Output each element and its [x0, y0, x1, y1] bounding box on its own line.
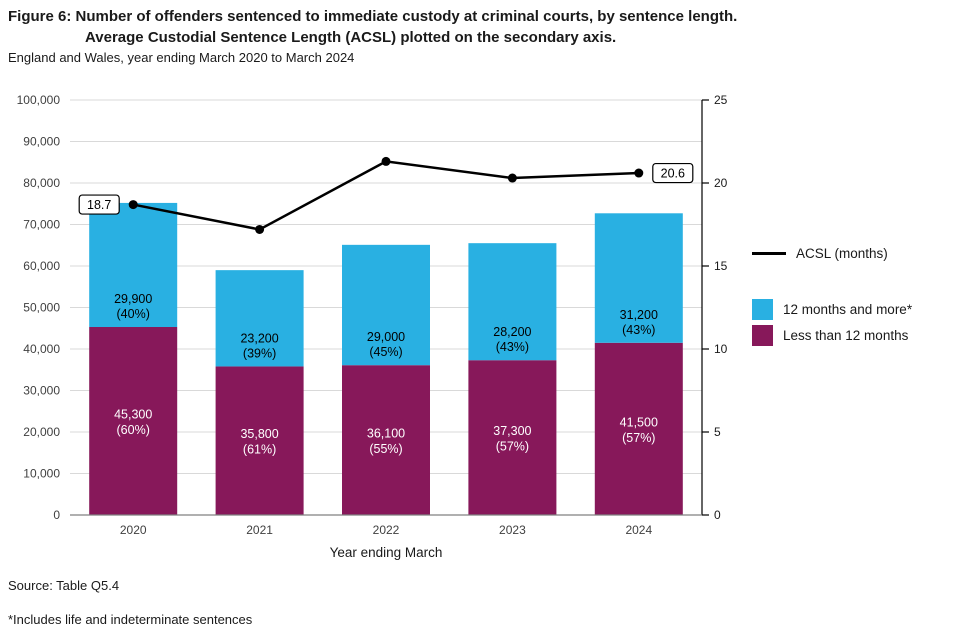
segment-percent-label-2024-less-than-12-months: (57%): [622, 431, 655, 445]
segment-value-label-2023-12-months-and-more: 28,200: [493, 325, 531, 339]
legend-swatch-less-than-12-months: [752, 324, 773, 346]
acsl-marker-2024: [634, 168, 644, 178]
primary-axis-tick-label: 60,000: [23, 259, 60, 273]
secondary-axis-tick-label: 0: [714, 508, 721, 522]
segment-percent-label-2021-less-than-12-months: (61%): [243, 443, 276, 457]
source-note: Source: Table Q5.4: [8, 578, 120, 593]
segment-percent-label-2022-less-than-12-months: (55%): [369, 442, 402, 456]
primary-axis-tick-label: 0: [53, 508, 60, 522]
segment-value-label-2023-less-than-12-months: 37,300: [493, 424, 531, 438]
x-axis-category-label-2021: 2021: [246, 523, 273, 537]
primary-axis-tick-label: 80,000: [23, 176, 60, 190]
footnote: *Includes life and indeterminate sentenc…: [8, 612, 253, 627]
segment-percent-label-2023-less-than-12-months: (57%): [496, 440, 529, 454]
secondary-axis-tick-label: 15: [714, 259, 728, 273]
segment-percent-label-2020-less-than-12-months: (60%): [117, 423, 150, 437]
acsl-annotation-label-2024: 20.6: [661, 167, 685, 181]
x-axis-category-label-2024: 2024: [625, 523, 652, 537]
legend: ACSL (months) 12 months and more* Less t…: [752, 240, 912, 348]
secondary-axis-tick-label: 25: [714, 93, 728, 107]
bar-segment-2024-12-months-and-more: [594, 213, 683, 343]
bar-segment-2023-less-than-12-months: [468, 360, 557, 515]
x-axis-title: Year ending March: [329, 545, 443, 560]
x-axis-category-label-2022: 2022: [373, 523, 400, 537]
acsl-line-swatch-icon: [752, 251, 786, 255]
primary-axis-tick-label: 20,000: [23, 425, 60, 439]
legend-item-acsl: ACSL (months): [752, 240, 912, 266]
acsl-annotation-box-2024: [652, 162, 694, 184]
acsl-marker-2023: [507, 173, 517, 183]
bar-segment-2021-12-months-and-more: [215, 270, 304, 367]
segment-value-label-2024-less-than-12-months: 41,500: [620, 415, 658, 429]
acsl-annotation-label-2020: 18.7: [87, 198, 111, 212]
figure-title-line1: Figure 6: Number of offenders sentenced …: [8, 8, 738, 25]
legend-swatch-12-months-and-more: [752, 298, 773, 320]
legend-item-less-than-12-months: Less than 12 months: [752, 322, 912, 348]
segment-percent-label-2020-12-months-and-more: (40%): [117, 307, 150, 321]
segment-value-label-2024-12-months-and-more: 31,200: [620, 308, 658, 322]
secondary-axis-tick-label: 10: [714, 342, 728, 356]
segment-percent-label-2024-12-months-and-more: (43%): [622, 323, 655, 337]
x-axis-category-label-2023: 2023: [499, 523, 526, 537]
acsl-marker-2020: [128, 200, 138, 210]
legend-label-less-than-12-months: Less than 12 months: [783, 327, 909, 343]
x-axis-category-label-2020: 2020: [120, 523, 147, 537]
segment-percent-label-2023-12-months-and-more: (43%): [496, 340, 529, 354]
acsl-marker-2022: [381, 156, 391, 166]
primary-axis-tick-label: 40,000: [23, 342, 60, 356]
figure-subtitle: England and Wales, year ending March 202…: [8, 50, 355, 65]
legend-spacer: [752, 266, 912, 296]
figure-title: Figure 6: Number of offenders sentenced …: [8, 6, 737, 48]
secondary-axis-tick-label: 20: [714, 176, 728, 190]
segment-value-label-2021-less-than-12-months: 35,800: [240, 427, 278, 441]
secondary-axis-tick-label: 5: [714, 425, 721, 439]
segment-value-label-2020-12-months-and-more: 29,900: [114, 292, 152, 306]
primary-axis-tick-label: 50,000: [23, 301, 60, 315]
bar-segment-2020-less-than-12-months: [89, 327, 178, 515]
segment-value-label-2022-less-than-12-months: 36,100: [367, 427, 405, 441]
legend-item-12-months-and-more: 12 months and more*: [752, 296, 912, 322]
legend-label-12-months-and-more: 12 months and more*: [783, 301, 913, 317]
acsl-marker-2021: [255, 224, 265, 234]
primary-axis-tick-label: 30,000: [23, 384, 60, 398]
acsl-annotation-box-2020: [78, 194, 120, 215]
bar-segment-2022-12-months-and-more: [342, 244, 430, 366]
figure-title-line2: Average Custodial Sentence Length (ACSL)…: [85, 29, 617, 46]
legend-label-acsl: ACSL (months): [796, 245, 888, 261]
primary-axis-tick-label: 100,000: [17, 93, 61, 107]
bar-segment-2023-12-months-and-more: [468, 243, 557, 361]
bar-segment-2021-less-than-12-months: [215, 366, 304, 515]
bar-segment-2024-less-than-12-months: [594, 342, 683, 515]
segment-value-label-2020-less-than-12-months: 45,300: [114, 408, 152, 422]
primary-axis-tick-label: 10,000: [23, 467, 60, 481]
acsl-line: [132, 160, 639, 231]
segment-percent-label-2022-12-months-and-more: (45%): [369, 345, 402, 359]
segment-percent-label-2021-12-months-and-more: (39%): [243, 346, 276, 360]
primary-axis-tick-label: 90,000: [23, 135, 60, 149]
segment-value-label-2022-12-months-and-more: 29,000: [367, 330, 405, 344]
bar-segment-2020-12-months-and-more: [89, 202, 178, 328]
primary-axis-tick-label: 70,000: [23, 218, 60, 232]
bar-segment-2022-less-than-12-months: [342, 365, 430, 515]
segment-value-label-2021-12-months-and-more: 23,200: [240, 331, 278, 345]
